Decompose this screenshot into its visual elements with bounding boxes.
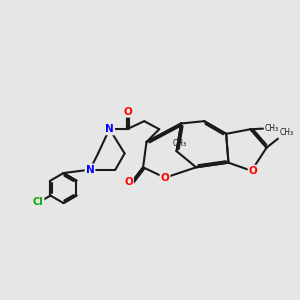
Text: N: N (85, 165, 94, 175)
Text: O: O (124, 177, 133, 187)
Text: Cl: Cl (33, 197, 44, 207)
Text: O: O (123, 106, 132, 117)
Text: O: O (249, 166, 257, 176)
Text: CH₃: CH₃ (172, 139, 187, 148)
Text: CH₃: CH₃ (279, 128, 294, 137)
Text: N: N (105, 124, 114, 134)
Text: CH₃: CH₃ (265, 124, 279, 133)
Text: O: O (160, 173, 169, 183)
